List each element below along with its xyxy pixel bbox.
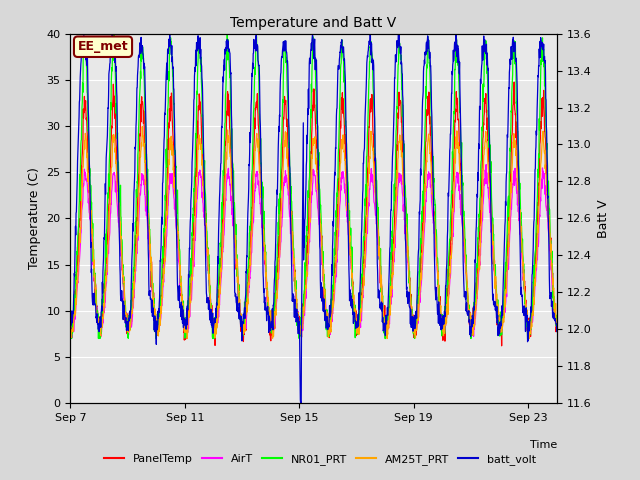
- batt_volt: [189, 154, 196, 159]
- Line: AM25T_PRT: AM25T_PRT: [70, 127, 557, 338]
- PanelTemp: [188, 259, 196, 264]
- NR01_PRT: [67, 329, 74, 335]
- AirT: [175, 254, 182, 260]
- batt_volt: [80, 33, 88, 38]
- AirT: [553, 325, 561, 331]
- Legend: PanelTemp, AirT, NR01_PRT, AM25T_PRT, batt_volt: PanelTemp, AirT, NR01_PRT, AM25T_PRT, ba…: [100, 450, 540, 469]
- PanelTemp: [498, 343, 506, 348]
- AM25T_PRT: [80, 148, 88, 154]
- Title: Temperature and Batt V: Temperature and Batt V: [230, 16, 397, 30]
- Y-axis label: Batt V: Batt V: [597, 199, 610, 238]
- PanelTemp: [175, 234, 182, 240]
- batt_volt: [447, 131, 454, 137]
- AM25T_PRT: [147, 260, 154, 265]
- PanelTemp: [510, 79, 518, 85]
- batt_volt: [297, 400, 305, 406]
- NR01_PRT: [447, 220, 454, 226]
- NR01_PRT: [328, 291, 336, 297]
- PanelTemp: [553, 326, 561, 332]
- Line: AirT: AirT: [70, 165, 557, 338]
- NR01_PRT: [189, 212, 196, 218]
- PanelTemp: [446, 244, 454, 250]
- AM25T_PRT: [175, 246, 182, 252]
- NR01_PRT: [553, 323, 561, 329]
- AM25T_PRT: [67, 314, 74, 320]
- NR01_PRT: [109, 31, 117, 36]
- Text: EE_met: EE_met: [77, 40, 129, 53]
- AirT: [446, 274, 454, 280]
- batt_volt: [166, 31, 173, 36]
- PanelTemp: [328, 312, 335, 318]
- NR01_PRT: [67, 336, 75, 341]
- NR01_PRT: [175, 237, 183, 243]
- NR01_PRT: [80, 41, 88, 47]
- Line: batt_volt: batt_volt: [70, 34, 557, 403]
- Line: NR01_PRT: NR01_PRT: [70, 34, 557, 338]
- AM25T_PRT: [553, 323, 561, 329]
- PanelTemp: [147, 252, 154, 258]
- AirT: [67, 317, 74, 323]
- batt_volt: [175, 290, 182, 296]
- AM25T_PRT: [447, 270, 454, 276]
- PanelTemp: [80, 109, 88, 115]
- AirT: [68, 335, 76, 341]
- NR01_PRT: [147, 265, 155, 271]
- batt_volt: [553, 329, 561, 335]
- batt_volt: [328, 273, 336, 278]
- batt_volt: [147, 296, 154, 302]
- AirT: [147, 266, 154, 272]
- AM25T_PRT: [138, 124, 146, 130]
- AirT: [483, 162, 490, 168]
- AirT: [189, 273, 196, 278]
- PanelTemp: [67, 313, 74, 319]
- AM25T_PRT: [328, 308, 336, 314]
- AirT: [80, 176, 88, 181]
- AirT: [328, 319, 336, 324]
- Y-axis label: Temperature (C): Temperature (C): [28, 168, 41, 269]
- batt_volt: [67, 324, 74, 330]
- Line: PanelTemp: PanelTemp: [70, 82, 557, 346]
- AM25T_PRT: [189, 266, 196, 272]
- AM25T_PRT: [184, 336, 191, 341]
- Text: Time: Time: [529, 440, 557, 450]
